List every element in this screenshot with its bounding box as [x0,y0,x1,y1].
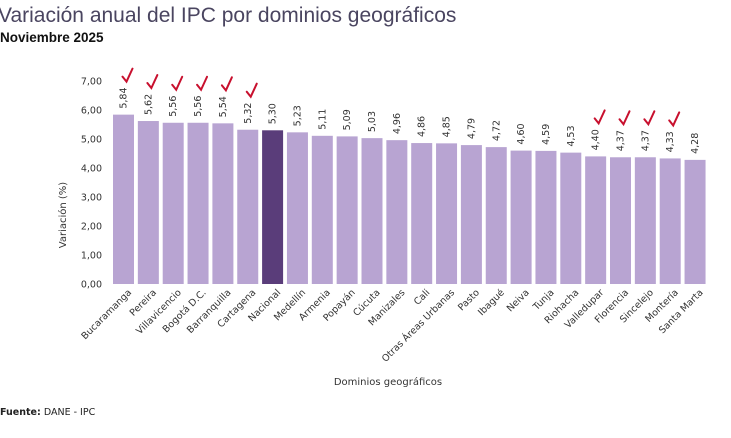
data-label: 5,56 [193,96,204,117]
x-tick-label: Bucaramanga [79,287,134,342]
bar [436,143,458,284]
bar [286,132,308,284]
bar [113,114,134,284]
bar [634,157,656,284]
y-tick-label: 4,00 [81,164,102,175]
data-label: 5,62 [143,94,154,115]
data-label: 4,72 [491,120,502,141]
bar [237,129,259,284]
bar [460,145,482,284]
bar [162,122,184,284]
data-label: 4,53 [566,125,577,146]
bar [187,122,209,284]
checkmark-icon [146,74,159,90]
data-label: 5,32 [243,103,254,124]
x-tick-label: Cali [412,287,432,307]
bars: 5,84 5,62 5,56 5,56 5,54 5,32 5,30 5,23 5,11 5,09… [113,67,706,285]
data-label: 4,37 [640,130,651,151]
y-tick-label: 3,00 [81,193,102,204]
chart-subtitle: Noviembre 2025 [0,30,104,45]
y-axis: 0,00 1,00 2,00 3,00 4,00 5,00 6,00 7,00 [81,77,102,291]
checkmark-icon [196,75,209,92]
bar [535,150,557,284]
x-tick-label: Santa Marta [657,287,706,336]
checkmark-icon [220,76,233,93]
x-tick-label: Neiva [505,287,532,314]
bar [684,159,706,284]
chart-title: Variación anual del IPC por dominios geo… [0,4,457,27]
source-text: DANE - IPC [43,407,96,418]
bar [560,152,582,284]
data-label: 5,23 [292,105,303,126]
data-label: 4,60 [516,123,527,144]
checkmark-icon [668,111,681,128]
y-tick-label: 6,00 [81,106,102,117]
bar [610,157,631,284]
source-note: Fuente: DANE - IPC [0,407,95,418]
checkmark-icon [121,67,134,84]
data-label: 5,09 [342,109,353,130]
data-label: 5,84 [119,87,130,108]
source-label: Fuente: [0,407,41,418]
y-tick-label: 1,00 [81,251,102,262]
checkmark-icon [245,82,258,99]
y-axis-title: Variación (%) [57,182,69,249]
data-label: 4,85 [442,116,453,137]
data-label: 4,79 [466,118,477,139]
bar [510,150,532,284]
checkmark-icon [643,110,656,127]
y-tick-label: 0,00 [81,280,102,291]
bar [361,138,383,284]
x-axis-title: Dominios geográficos [334,376,442,388]
bar [212,123,234,284]
data-label: 5,54 [218,96,229,117]
y-tick-label: 7,00 [81,77,102,88]
data-label: 4,28 [690,133,701,154]
bar [262,130,284,284]
data-label: 4,59 [541,124,552,145]
bar [585,156,607,284]
data-label: 4,33 [665,131,676,152]
y-tick-label: 2,00 [81,222,102,233]
bar [386,140,408,284]
y-tick-label: 5,00 [81,135,102,146]
data-label: 5,30 [268,103,279,124]
checkmark-icon [171,75,184,92]
bar [336,136,358,284]
checkmark-icon [593,109,606,126]
data-label: 5,03 [367,111,378,132]
bar [137,121,159,285]
bar [411,143,433,284]
bar [659,158,681,284]
data-label: 5,56 [168,96,179,117]
data-label: 5,11 [317,109,328,130]
x-tick-label: Ibagué [476,287,507,318]
data-label: 4,86 [417,116,428,137]
checkmark-icon [618,110,631,127]
data-label: 4,96 [392,113,403,134]
bar [311,135,333,284]
data-label: 4,37 [616,130,627,151]
data-label: 4,40 [591,129,602,150]
bar [485,147,507,284]
